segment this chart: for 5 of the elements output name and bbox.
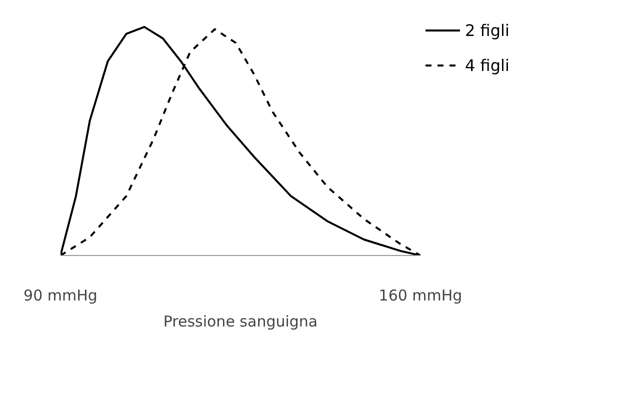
x-tick-label: 160 mmHg [378, 286, 462, 304]
x-tick-label: 90 mmHg [24, 286, 98, 304]
x-axis-title: Pressione sanguigna [163, 312, 318, 330]
legend-label: 4 figli [465, 56, 510, 74]
legend-label: 2 figli [465, 20, 510, 40]
